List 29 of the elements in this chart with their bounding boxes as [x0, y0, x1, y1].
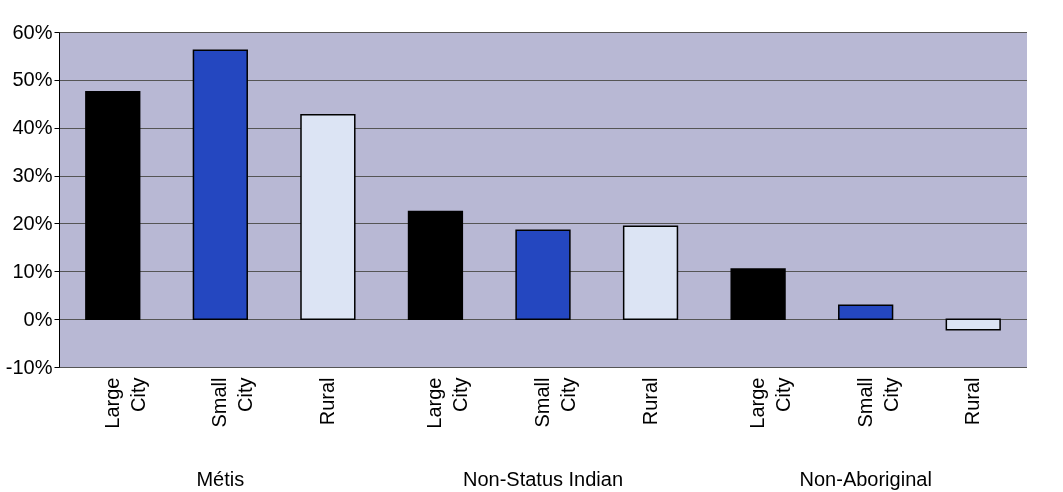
x-tick-label: Large City: [100, 377, 149, 429]
text: Métis: [196, 468, 245, 490]
x-tick-label: Rural: [315, 377, 338, 426]
x-tick-label: Small City: [208, 377, 257, 428]
bar: [838, 304, 894, 320]
x-tick-label: Large City: [746, 377, 795, 429]
y-tick-label: 30%: [12, 164, 53, 187]
y-tick-label: 10%: [12, 259, 53, 282]
y-tick-label: 50%: [12, 68, 53, 91]
x-tick-label: Small City: [531, 377, 579, 428]
text: Non-Status Indian: [462, 468, 624, 490]
x-tick-label: Small City: [853, 377, 902, 428]
x-tick-label: Rural: [961, 377, 984, 426]
bar: [85, 91, 141, 320]
y-tick-label: 20%: [12, 211, 53, 234]
x-tick-label: Rural: [638, 377, 661, 426]
bar: [730, 268, 786, 320]
y-tick-label: -10%: [5, 355, 53, 378]
bar: [515, 229, 571, 320]
text: Non-Aboriginal: [799, 468, 932, 490]
x-tick-label: Large City: [423, 377, 472, 429]
bar: [945, 318, 1001, 331]
y-tick-label: 60%: [12, 20, 53, 43]
y-tick-label: 0%: [23, 307, 53, 330]
bar: [192, 49, 248, 320]
bar: [300, 114, 356, 320]
bar: [407, 210, 464, 320]
bar: [622, 225, 679, 320]
y-tick-label: 40%: [12, 116, 53, 139]
